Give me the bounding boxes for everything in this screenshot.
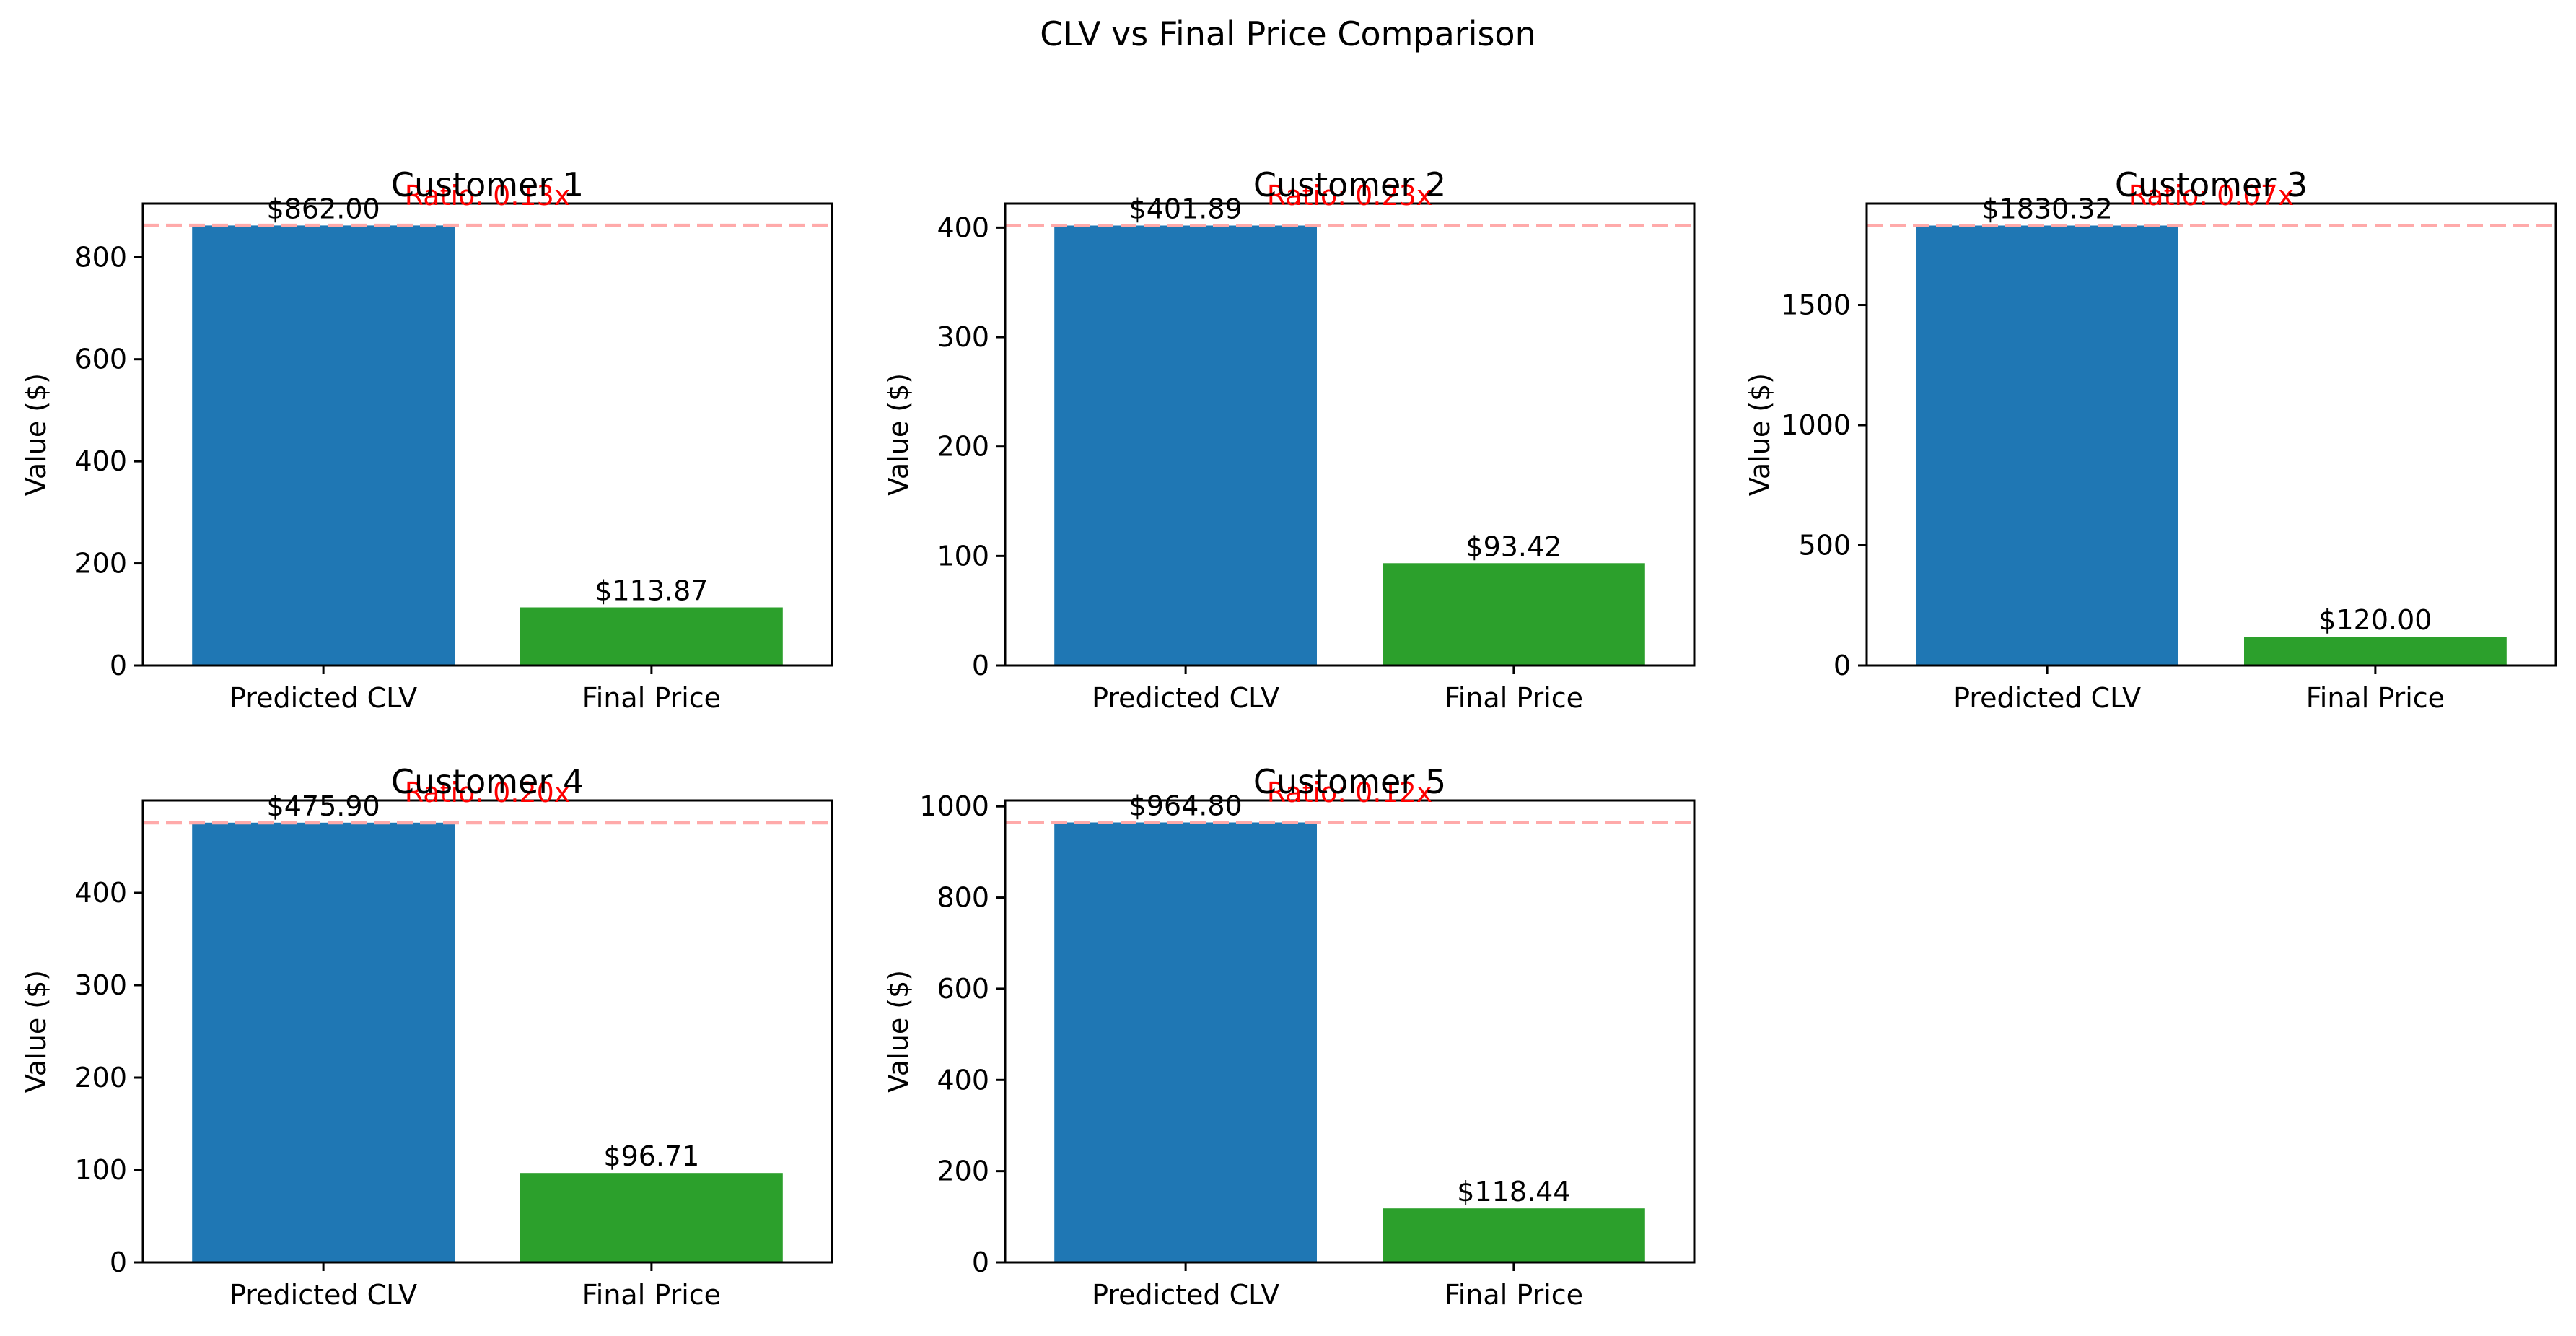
axes-frame — [1004, 202, 1696, 667]
bar-value-label: $862.00 — [267, 193, 380, 224]
bar-final-price — [520, 607, 783, 665]
subplot-customer-3: 0 500 1000 1500 Predicted CLV Final Price $183… — [1744, 165, 2557, 714]
y-tick-label: 600 — [74, 344, 127, 375]
bar-value-label: $96.71 — [603, 1140, 699, 1172]
bar-value-label: $120.00 — [2318, 604, 2432, 636]
bar-value-label: $475.90 — [267, 790, 380, 822]
y-tick-label: 0 — [1834, 650, 1851, 681]
x-tick-label: Final Price — [1445, 682, 1583, 714]
subplot-title: Customer 4 — [391, 762, 584, 801]
y-axis-label: Value ($) — [1744, 373, 1776, 496]
y-tick-label: 1500 — [1781, 289, 1851, 321]
subplot-customer-1: 0 200 400 600 800 Predicted CLV Final Price $86… — [20, 165, 833, 714]
bar-predicted-clv — [1054, 225, 1317, 665]
subplot-customer-2: 0 100 200 300 400 Predicted CLV Final Price $40… — [882, 165, 1696, 714]
x-tick-label: Predicted CLV — [229, 1279, 417, 1311]
y-tick-label: 0 — [972, 1247, 989, 1278]
y-axis-label: Value ($) — [20, 373, 52, 496]
y-tick-label: 400 — [937, 1064, 989, 1096]
bar-value-label: $1830.32 — [1981, 193, 2112, 225]
y-tick-label: 400 — [937, 211, 989, 243]
figure-title: CLV vs Final Price Comparison — [1040, 14, 1535, 53]
y-tick-label: 300 — [937, 321, 989, 353]
x-tick-label: Final Price — [2306, 682, 2445, 714]
bar-predicted-clv — [1916, 225, 2178, 665]
ratio-label: Ratio: 0.07x — [2129, 180, 2295, 211]
axes-frame — [141, 202, 833, 667]
subplot-title: Customer 2 — [1253, 165, 1446, 204]
subplot-title: Customer 1 — [391, 165, 584, 204]
bar-value-label: $113.87 — [595, 575, 708, 607]
x-tick-label: Predicted CLV — [229, 682, 417, 714]
y-axis-label: Value ($) — [20, 970, 52, 1093]
ratio-label: Ratio: 0.20x — [405, 777, 571, 808]
x-tick-label: Predicted CLV — [1092, 682, 1279, 714]
y-tick-label: 500 — [1798, 530, 1851, 562]
ratio-label: Ratio: 0.23x — [1267, 180, 1433, 211]
bar-final-price — [1383, 563, 1645, 665]
y-tick-label: 400 — [74, 445, 127, 477]
x-tick-label: Predicted CLV — [1953, 682, 2141, 714]
x-tick-label: Final Price — [1445, 1279, 1583, 1311]
axes-frame — [1004, 799, 1696, 1264]
y-tick-label: 600 — [937, 973, 989, 1005]
y-tick-label: 0 — [110, 650, 127, 681]
x-tick-label: Predicted CLV — [1092, 1279, 1279, 1311]
ratio-label: Ratio: 0.13x — [405, 180, 571, 211]
y-tick-label: 200 — [74, 548, 127, 580]
ratio-label: Ratio: 0.12x — [1267, 777, 1433, 808]
y-tick-label: 1000 — [919, 790, 989, 822]
subplot-title: Customer 5 — [1253, 762, 1446, 801]
y-tick-label: 300 — [74, 969, 127, 1001]
y-tick-label: 800 — [74, 241, 127, 273]
y-tick-label: 200 — [74, 1062, 127, 1093]
y-tick-label: 200 — [937, 1156, 989, 1187]
y-tick-label: 400 — [74, 877, 127, 909]
bar-value-label: $401.89 — [1129, 193, 1243, 225]
y-axis-label: Value ($) — [882, 970, 914, 1093]
axes-frame — [1865, 202, 2557, 667]
subplot-title: Customer 3 — [2115, 165, 2308, 204]
bar-final-price — [1383, 1208, 1645, 1262]
bar-predicted-clv — [192, 822, 455, 1262]
y-tick-label: 800 — [937, 882, 989, 914]
bar-predicted-clv — [1054, 822, 1317, 1262]
bar-predicted-clv — [192, 225, 455, 665]
subplot-customer-5: 0 200 400 600 800 1000 Predicted CLV Final Pric… — [882, 762, 1696, 1311]
bar-final-price — [2244, 637, 2507, 665]
bar-value-label: $964.80 — [1129, 790, 1243, 822]
subplot-grid: 0 200 400 600 800 Predicted CLV Final Price $86… — [20, 165, 2557, 1311]
y-tick-label: 200 — [937, 431, 989, 463]
bar-final-price — [520, 1173, 783, 1262]
y-tick-label: 0 — [110, 1247, 127, 1278]
y-axis-label: Value ($) — [882, 373, 914, 496]
x-tick-label: Final Price — [582, 1279, 721, 1311]
x-tick-label: Final Price — [582, 682, 721, 714]
bar-value-label: $93.42 — [1466, 531, 1561, 562]
y-tick-label: 100 — [937, 540, 989, 572]
subplot-customer-4: 0 100 200 300 400 Predicted CLV Final Price $47… — [20, 762, 833, 1311]
y-tick-label: 0 — [972, 650, 989, 681]
axes-frame — [141, 799, 833, 1264]
y-tick-label: 100 — [74, 1154, 127, 1186]
bar-value-label: $118.44 — [1457, 1176, 1570, 1208]
y-tick-label: 1000 — [1781, 409, 1851, 441]
